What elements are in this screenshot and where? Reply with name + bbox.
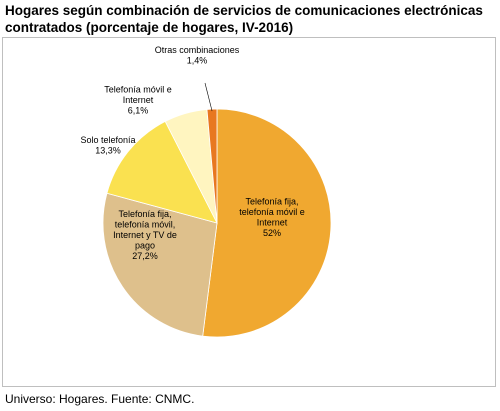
chart-frame (2, 37, 496, 387)
pie-slice-3 (106, 120, 218, 224)
pie-slice-2 (102, 192, 218, 337)
leader-line-otras (204, 82, 213, 112)
source-note: Universo: Hogares. Fuente: CNMC. (5, 392, 195, 406)
slice-label-4: Telefonía móvil e Internet 6,1% (104, 85, 172, 116)
pie-slice-5 (206, 108, 218, 224)
chart-title: Hogares según combinación de servicios d… (5, 2, 495, 36)
slice-label-1: Telefonía fija, telefonía móvil e Internet… (239, 196, 305, 238)
chart-title-line-2: contratados (porcentaje de hogares, IV-2… (5, 20, 294, 35)
slice-label-5: Otras combinaciones 1,4% (155, 45, 240, 66)
pie-slice-1 (202, 108, 332, 338)
slice-label-2: Telefonía fija, telefonía móvil, Internet … (113, 209, 177, 261)
slice-label-3: Solo telefonía 13,3% (80, 135, 135, 156)
chart-title-line-1: Hogares según combinación de servicios d… (5, 3, 483, 18)
